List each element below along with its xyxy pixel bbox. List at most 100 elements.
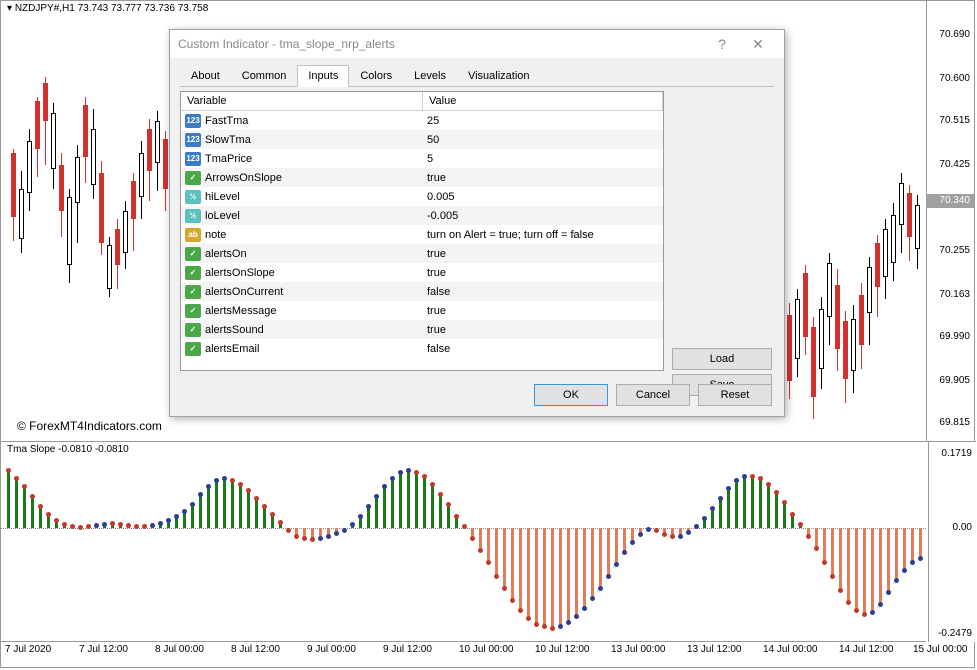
bool-type-icon: ✓	[185, 304, 201, 318]
slope-dot	[686, 530, 691, 535]
close-icon[interactable]: ✕	[740, 32, 776, 56]
slope-dot	[598, 586, 603, 591]
chart-container: ▾ NZDJPY#,H1 73.743 73.777 73.736 73.758…	[0, 0, 975, 668]
histogram-bar	[823, 528, 826, 562]
tab-colors[interactable]: Colors	[349, 65, 403, 87]
histogram-bar	[919, 528, 922, 558]
histogram-bar	[575, 528, 578, 616]
tab-about[interactable]: About	[180, 65, 231, 87]
histogram-bar	[839, 528, 842, 590]
slope-dot	[790, 512, 795, 517]
tab-visualization[interactable]: Visualization	[457, 65, 541, 87]
input-row[interactable]: 123TmaPrice5	[181, 149, 663, 168]
variable-value[interactable]: 5	[423, 153, 663, 165]
input-row[interactable]: ✓alertsMessagetrue	[181, 301, 663, 320]
slope-dot	[310, 537, 315, 542]
time-label: 9 Jul 12:00	[383, 644, 432, 655]
input-row[interactable]: 123 FastTma 25	[181, 111, 663, 130]
input-row[interactable]: ✓alertsOnCurrentfalse	[181, 282, 663, 301]
time-label: 15 Jul 00:00	[913, 644, 968, 655]
slope-dot	[798, 522, 803, 527]
tab-levels[interactable]: Levels	[403, 65, 457, 87]
histogram-bar	[735, 480, 738, 528]
slope-dot	[174, 514, 179, 519]
variable-value[interactable]: false	[423, 286, 663, 298]
variable-value[interactable]: false	[423, 343, 663, 355]
slope-dot	[126, 523, 131, 528]
histogram-bar	[783, 502, 786, 528]
slope-dot	[78, 525, 83, 530]
input-row[interactable]: ✓alertsSoundtrue	[181, 320, 663, 339]
slope-dot	[326, 534, 331, 539]
watermark: © ForexMT4Indicators.com	[17, 419, 162, 433]
slope-dot	[334, 531, 339, 536]
int-type-icon: 123	[185, 114, 201, 128]
variable-name: FastTma	[205, 115, 248, 127]
histogram-bar	[911, 528, 914, 562]
slope-dot	[510, 598, 515, 603]
variable-value[interactable]: 50	[423, 134, 663, 146]
variable-value[interactable]: 0.005	[423, 191, 663, 203]
dialog-titlebar[interactable]: Custom Indicator - tma_slope_nrp_alerts …	[170, 30, 784, 58]
histogram-bar	[775, 492, 778, 528]
bool-type-icon: ✓	[185, 266, 201, 280]
slope-dot	[502, 586, 507, 591]
variable-value[interactable]: true	[423, 305, 663, 317]
slope-dot	[246, 488, 251, 493]
input-row[interactable]: ✓alertsOntrue	[181, 244, 663, 263]
dialog-body: AboutCommonInputsColorsLevelsVisualizati…	[170, 58, 784, 381]
bool-type-icon: ✓	[185, 323, 201, 337]
variable-name: loLevel	[205, 210, 240, 222]
histogram-bar	[607, 528, 610, 576]
cancel-button[interactable]: Cancel	[616, 384, 690, 406]
ok-button[interactable]: OK	[534, 384, 608, 406]
slope-dot	[54, 518, 59, 523]
slope-dot	[118, 522, 123, 527]
input-row[interactable]: ✓alertsEmailfalse	[181, 339, 663, 358]
histogram-bar	[815, 528, 818, 548]
slope-dot	[430, 482, 435, 487]
histogram-bar	[391, 478, 394, 528]
indicator-ylabel: 0.1719	[941, 448, 972, 459]
histogram-bar	[847, 528, 850, 602]
slope-dot	[270, 512, 275, 517]
indicator-ylabel: -0.2479	[938, 628, 972, 639]
slope-dot	[854, 608, 859, 613]
reset-button[interactable]: Reset	[698, 384, 772, 406]
price-label: 70.255	[939, 245, 970, 256]
main-yaxis: 70.69070.60070.51570.42570.34070.25570.1…	[926, 1, 974, 441]
input-row[interactable]: 123SlowTma50	[181, 130, 663, 149]
input-row[interactable]: ½loLevel-0.005	[181, 206, 663, 225]
col-variable[interactable]: Variable	[181, 92, 423, 110]
variable-name: hiLevel	[205, 191, 240, 203]
variable-value[interactable]: true	[423, 324, 663, 336]
histogram-bar	[615, 528, 618, 564]
col-value[interactable]: Value	[423, 92, 663, 110]
variable-value[interactable]: true	[423, 248, 663, 260]
variable-value[interactable]: 25	[423, 115, 663, 127]
slope-dot	[182, 509, 187, 514]
slope-dot	[254, 496, 259, 501]
input-row[interactable]: ½hiLevel0.005	[181, 187, 663, 206]
slope-dot	[134, 524, 139, 529]
histogram-bar	[191, 504, 194, 528]
input-row[interactable]: abnoteturn on Alert = true; turn off = f…	[181, 225, 663, 244]
input-row[interactable]: ✓ArrowsOnSlopetrue	[181, 168, 663, 187]
slope-dot	[22, 484, 27, 489]
slope-dot	[766, 482, 771, 487]
slope-dot	[238, 482, 243, 487]
tab-inputs[interactable]: Inputs	[297, 65, 349, 87]
histogram-bar	[751, 476, 754, 528]
time-label: 7 Jul 12:00	[79, 644, 128, 655]
load-button[interactable]: Load	[672, 348, 772, 370]
variable-value[interactable]: true	[423, 172, 663, 184]
variable-value[interactable]: -0.005	[423, 210, 663, 222]
slope-dot	[718, 496, 723, 501]
variable-value[interactable]: turn on Alert = true; turn off = false	[423, 229, 663, 241]
variable-value[interactable]: true	[423, 267, 663, 279]
histogram-bar	[719, 498, 722, 528]
input-row[interactable]: ✓alertsOnSlopetrue	[181, 263, 663, 282]
help-icon[interactable]: ?	[704, 32, 740, 56]
tab-common[interactable]: Common	[231, 65, 298, 87]
histogram-bar	[431, 484, 434, 528]
